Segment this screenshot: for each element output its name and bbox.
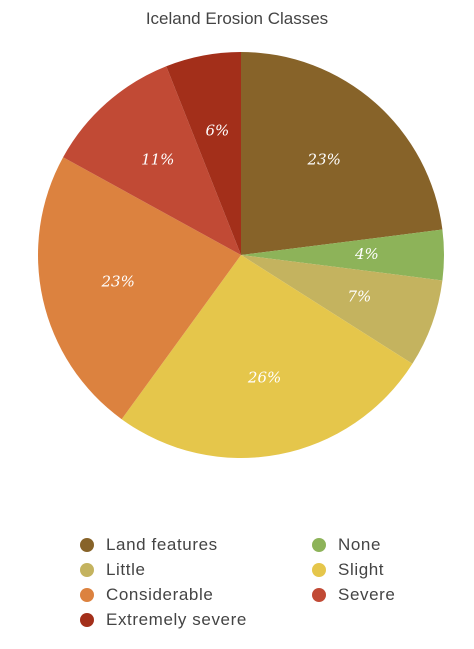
legend-swatch	[312, 587, 326, 602]
legend-swatch	[80, 562, 94, 577]
legend-swatch	[80, 537, 94, 552]
pie-svg: 23% 4% 7% 26% 23% 11% 6%	[38, 52, 444, 458]
pie-slice-severe	[63, 66, 242, 255]
legend-item[interactable]: Little	[80, 560, 312, 579]
legend-item[interactable]: Extremely severe	[80, 610, 312, 629]
pie-slice-extremely-severe	[166, 52, 241, 255]
pie-slices	[38, 52, 444, 458]
pie-slice-land-features	[241, 52, 443, 255]
slice-data-label: 4%	[354, 245, 379, 263]
slice-data-label: 23%	[100, 272, 134, 290]
slice-data-label: 6%	[206, 121, 230, 139]
legend-label: Extremely severe	[106, 609, 247, 629]
slice-data-label: 23%	[307, 151, 341, 169]
legend-label: Slight	[338, 559, 385, 579]
legend-swatch	[312, 537, 326, 552]
pie-slice-none	[241, 229, 444, 281]
slice-data-label: 7%	[348, 288, 372, 306]
legend-swatch	[312, 562, 326, 577]
pie-slice-considerable	[38, 157, 242, 420]
slice-data-label: 11%	[141, 151, 174, 169]
legend-item[interactable]: Considerable	[80, 585, 312, 604]
legend-item[interactable]: None	[312, 535, 420, 554]
legend-item[interactable]: Severe	[312, 585, 420, 604]
chart-title: Iceland Erosion Classes	[145, 9, 329, 28]
legend-label: Little	[106, 559, 146, 579]
chart-legend: Land features None Little Slight Considerabl…	[80, 535, 420, 629]
legend-swatch	[80, 612, 94, 627]
legend-item[interactable]: Slight	[312, 560, 420, 579]
legend-label: Severe	[338, 584, 396, 604]
legend-label: None	[338, 534, 382, 554]
legend-label: Land features	[106, 534, 218, 554]
slice-data-label: 26%	[247, 369, 281, 387]
pie-labels: 23% 4% 7% 26% 23% 11% 6%	[100, 121, 378, 386]
pie-slice-little	[241, 255, 443, 364]
pie-chart: 23% 4% 7% 26% 23% 11% 6%	[38, 52, 444, 458]
legend-swatch	[80, 587, 94, 602]
pie-slice-slight	[121, 255, 413, 458]
legend-item[interactable]: Land features	[80, 535, 312, 554]
legend-label: Considerable	[106, 584, 214, 604]
